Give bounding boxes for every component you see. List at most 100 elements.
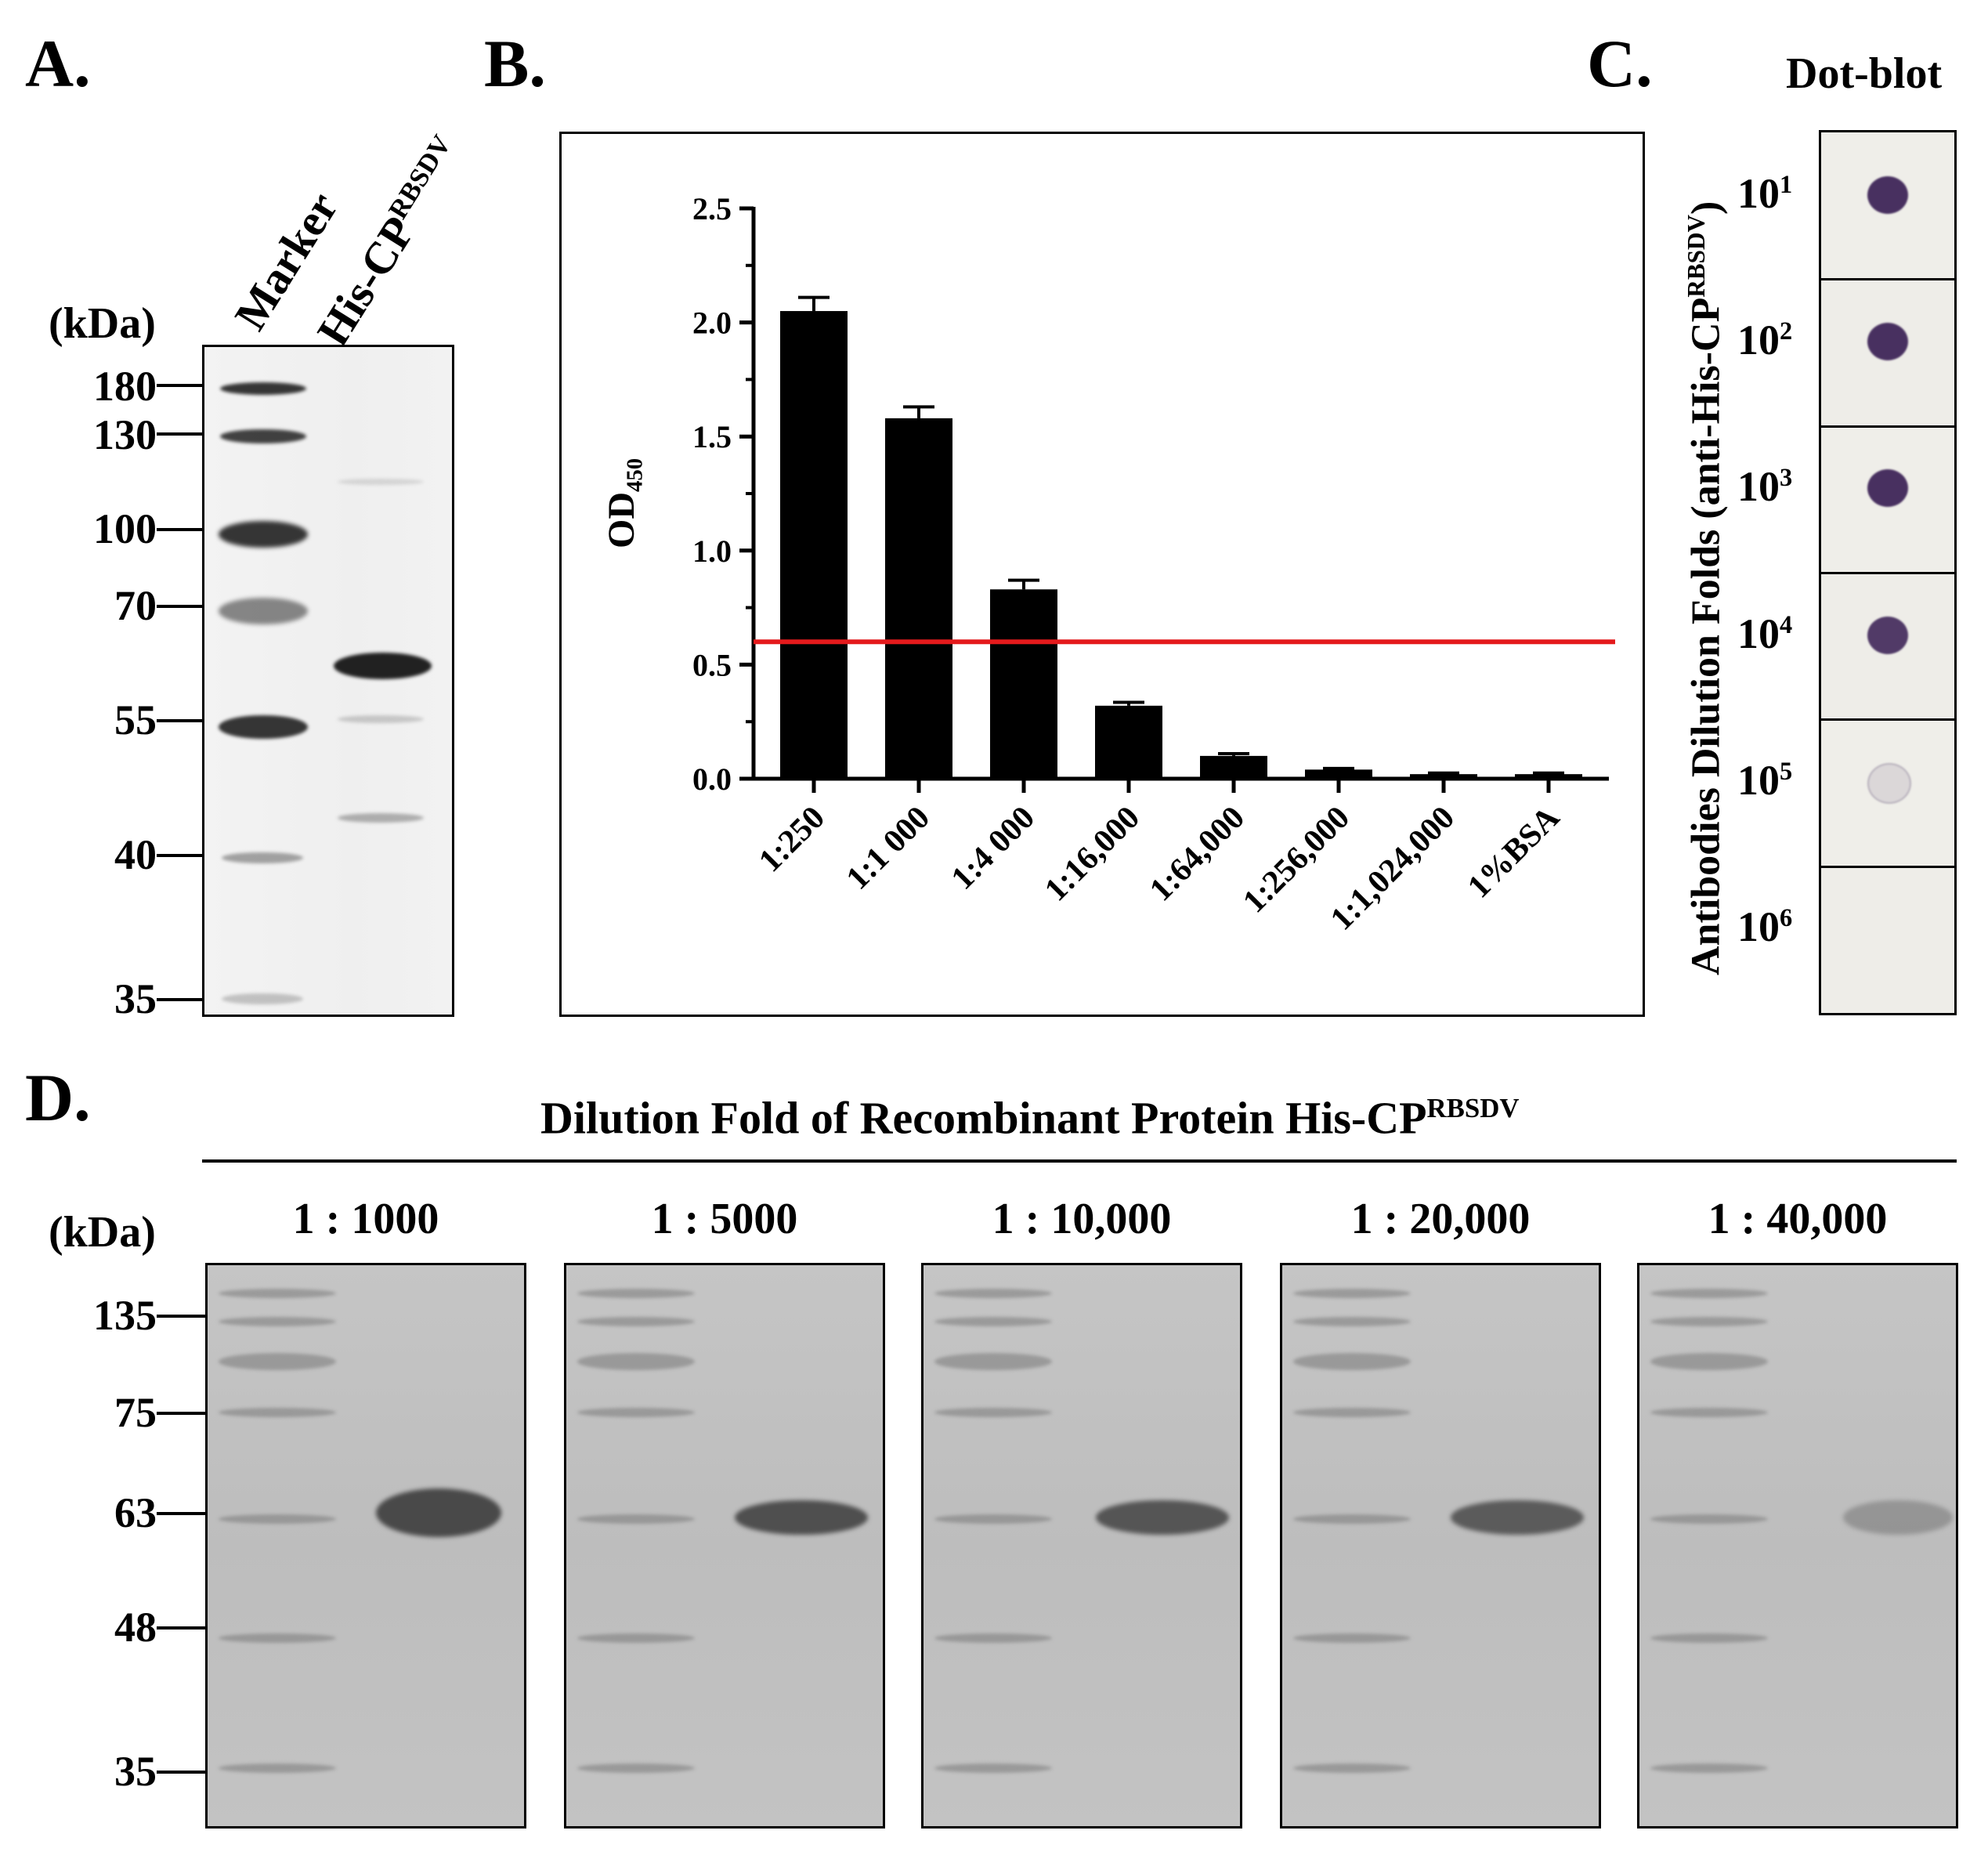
dot-blot-row-label: 102 [1737,319,1792,361]
ladder-band [934,1633,1052,1643]
dot-blot-ylabel-main: Antibodies Dilution Folds (anti-His-CP [1683,297,1729,975]
ladder-band [219,1317,336,1326]
dot-blot-row-label-exp: 4 [1780,610,1793,639]
target-protein-band [1451,1500,1584,1535]
marker-band-40 [222,852,303,863]
bar [1410,774,1477,779]
marker-label-d: 63 [114,1489,157,1536]
x-tick-label: 1%BSA [1461,799,1567,905]
ladder-band [934,1289,1052,1298]
ladder-band [577,1633,695,1643]
ladder-band [1293,1514,1411,1524]
western-blot-dilution-label: 1 : 1000 [292,1195,439,1243]
target-protein-band [1843,1500,1953,1535]
marker-tick-d [157,1412,205,1415]
bar [780,311,848,779]
ladder-band [577,1289,695,1298]
dot-blot-spot [1867,616,1908,654]
gel-a-lane-label-his: His-CPRBSDV [307,129,472,354]
ladder-band [1293,1317,1411,1326]
x-tick-label: 1:4 000 [945,800,1042,897]
dot-blot-separator [1821,718,1954,722]
target-protein-band [735,1500,868,1535]
dot-blot-row-label-exp: 2 [1780,317,1793,345]
marker-label-a: 40 [114,831,157,878]
western-blot-title: Dilution Fold of Recombinant Protein His… [540,1092,1520,1144]
dot-blot-row-label-base: 10 [1737,463,1780,511]
dot-blot-row-label-base: 10 [1737,609,1780,657]
ladder-band [577,1514,695,1524]
panel-b-letter: B. [484,26,546,101]
ladder-band [577,1353,695,1370]
dot-blot-spot [1867,469,1908,508]
western-blot-membrane [1280,1263,1601,1828]
dot-blot-row-label-base: 10 [1737,903,1780,951]
dot-blot-spot [1867,175,1908,214]
ladder-band [219,1633,336,1643]
dot-blot-row-label-base: 10 [1737,757,1780,804]
ladder-band [219,1514,336,1524]
ladder-band [219,1353,336,1370]
marker-label-a: 100 [93,505,157,552]
ladder-band [219,1763,336,1773]
western-blot-membrane [1637,1263,1958,1828]
his-cp-minor-band [338,813,424,823]
ladder-band [934,1317,1052,1326]
marker-band-180 [220,382,306,395]
dot-blot-row-label: 105 [1737,759,1792,801]
dot-blot-spot [1867,763,1911,804]
ladder-band [1650,1633,1768,1643]
ladder-band [934,1353,1052,1370]
marker-band-70 [219,598,308,624]
ladder-band [577,1317,695,1326]
dot-blot-ylabel-sup: RBSDV [1683,214,1710,298]
marker-tick-d [157,1512,205,1515]
dot-blot-y-axis-label: Antibodies Dilution Folds (anti-His-CPRB… [1683,201,1729,975]
marker-band-55 [219,715,308,739]
dot-blot-separator [1821,865,1954,868]
wb-title-main: Dilution Fold of Recombinant Protein His… [540,1092,1427,1144]
his-cp-band [334,653,432,679]
bar [1515,774,1582,779]
ladder-band [1650,1317,1768,1326]
ladder-band [1293,1408,1411,1417]
ladder-band [1650,1408,1768,1417]
dot-blot-title: Dot-blot [1786,49,1943,98]
ladder-band [1650,1353,1768,1370]
dot-blot-spot [1867,910,1908,947]
x-tick-label: 1:64,000 [1143,800,1252,909]
target-protein-band [376,1488,501,1537]
bar [990,589,1057,779]
ladder-band [1293,1763,1411,1773]
bar [1200,755,1267,779]
marker-tick-a [157,605,202,608]
target-protein-band [1096,1500,1229,1535]
ladder-band [934,1408,1052,1417]
dot-blot-row-label-exp: 1 [1780,170,1793,199]
y-tick-label: 0.0 [692,761,732,797]
ladder-band [1650,1514,1768,1524]
kda-label-d: (kDa) [49,1208,156,1257]
marker-label-a: 180 [93,363,157,410]
dot-blot-row-label-exp: 3 [1780,464,1793,493]
western-blot-title-rule [202,1159,1957,1163]
marker-label-d: 48 [114,1604,157,1651]
ladder-band [934,1763,1052,1773]
marker-tick-a [157,998,202,1001]
dot-blot-ylabel-end: ) [1683,201,1729,215]
marker-tick-d [157,1626,205,1630]
dot-blot-strip [1819,130,1957,1015]
western-blot-dilution-label: 1 : 20,000 [1350,1195,1531,1243]
western-blot-membrane [921,1263,1242,1828]
marker-label-a: 35 [114,975,157,1022]
marker-label-d: 135 [93,1292,157,1339]
dot-blot-separator [1821,425,1954,428]
his-cp-minor-band [338,715,424,723]
marker-band-35 [222,993,303,1004]
dot-blot-row-label: 106 [1737,906,1792,948]
his-cp-minor-band [338,479,424,485]
dot-blot-row-label-exp: 6 [1780,904,1793,933]
elisa-chart-frame [559,132,1645,1017]
ladder-band [1293,1633,1411,1643]
panel-a-letter: A. [25,26,91,101]
